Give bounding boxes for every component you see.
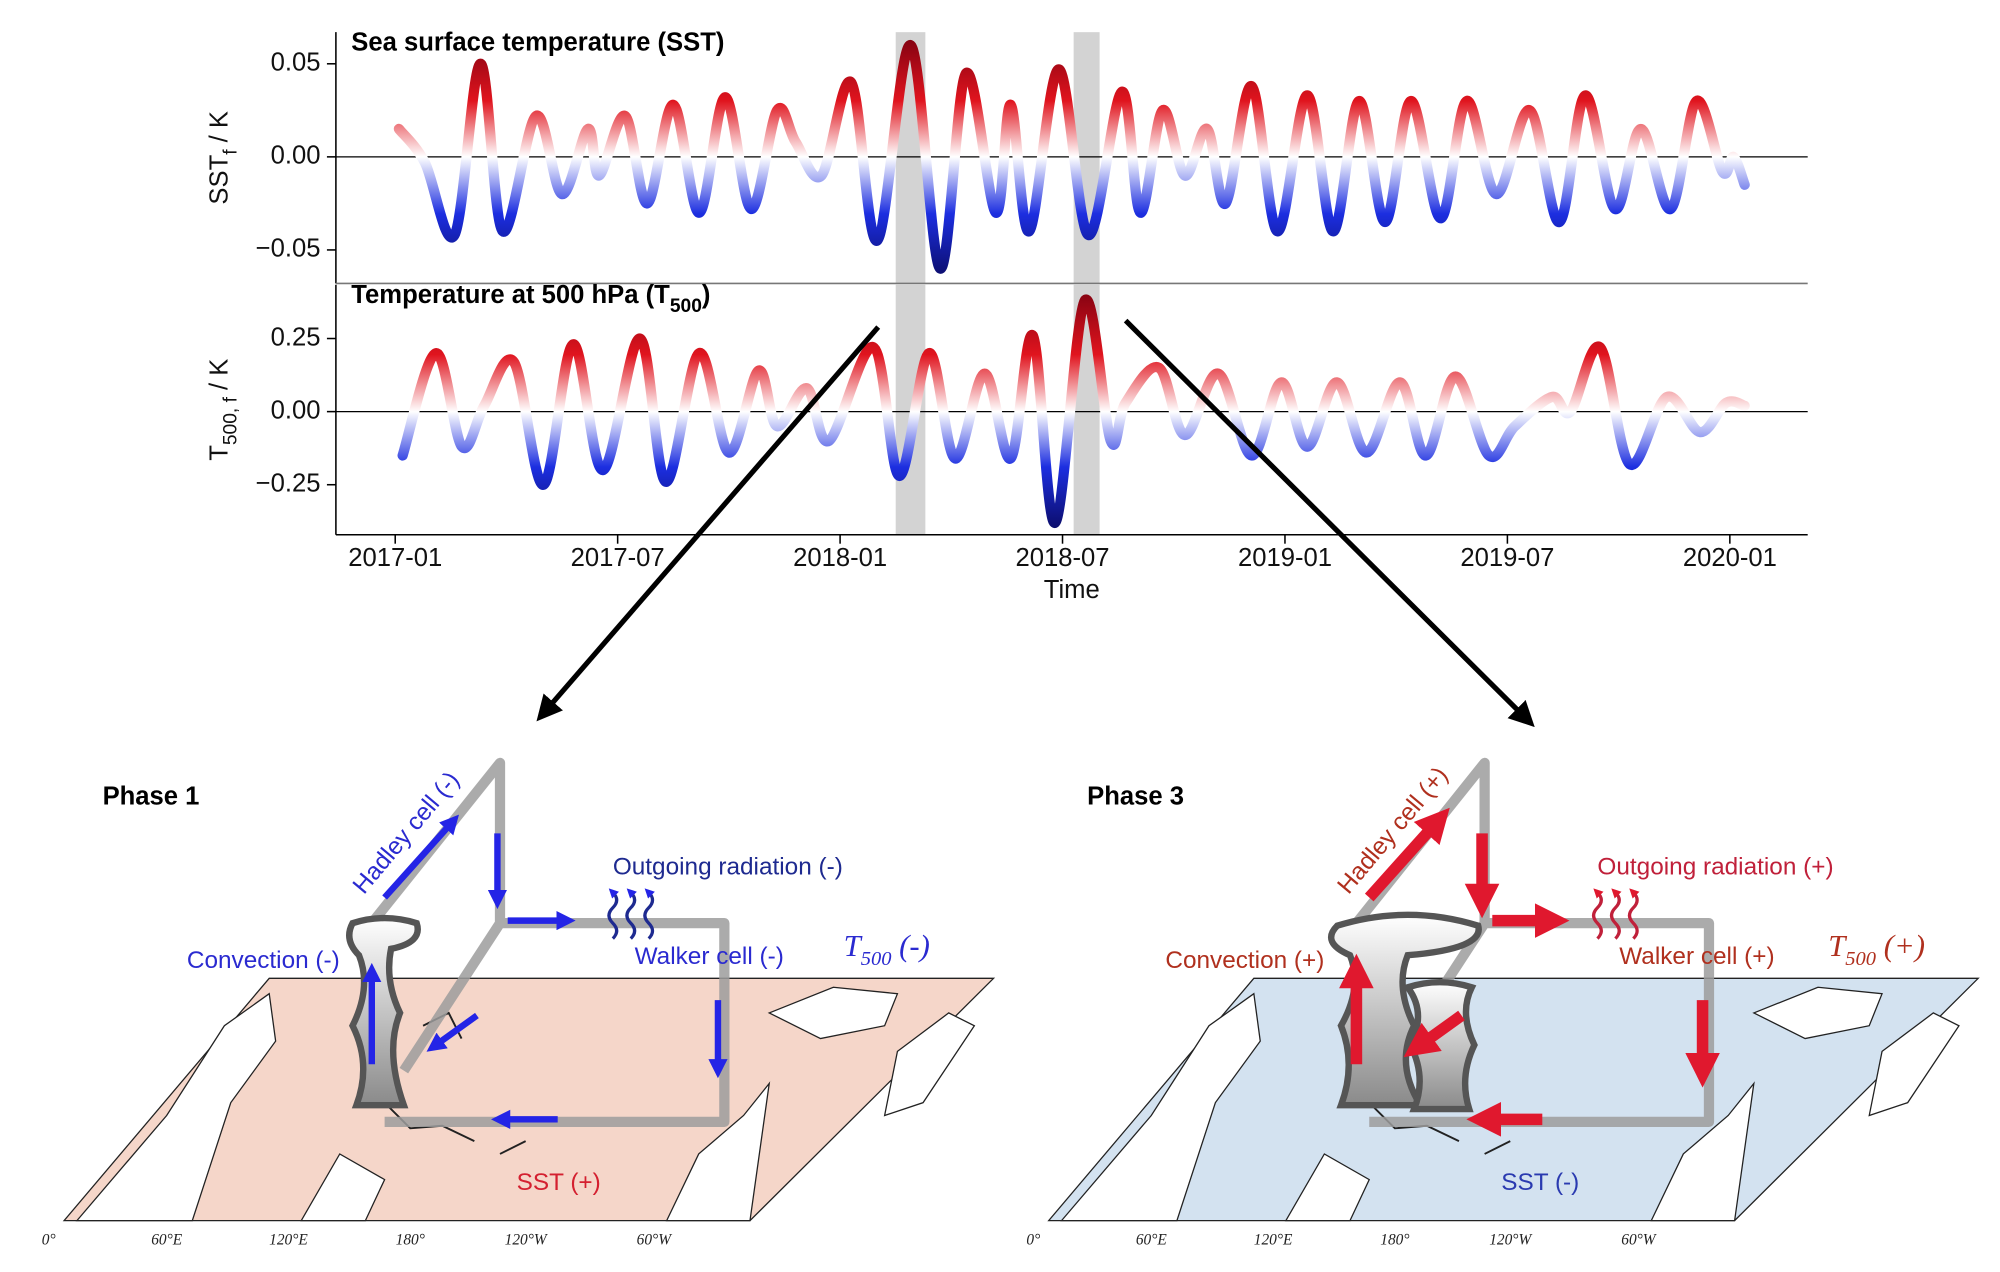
landmass [883, 1012, 976, 1117]
phase-title: Phase 3 [1087, 782, 1184, 810]
flow-arrow [382, 814, 459, 900]
data-line [397, 294, 1750, 528]
t500-label-part: 500 [1845, 948, 1876, 970]
y-tick-label: 0.25 [271, 323, 321, 351]
y-tick-label: 0.00 [271, 396, 321, 424]
y-tick-label: 0.00 [271, 142, 321, 170]
radiation-wave [1627, 888, 1640, 940]
chart-title-part: ) [702, 281, 711, 309]
y-axis-label-part: SST [205, 154, 233, 204]
y-tick-label: 0.05 [271, 49, 321, 77]
convection-label: Convection (+) [1165, 947, 1324, 974]
t500-label-part: (+) [1876, 929, 1925, 963]
longitude-label: 120°E [1254, 1232, 1293, 1249]
y-axis-label: T500, f / K [205, 359, 241, 461]
longitude-label: 60°E [151, 1232, 183, 1249]
landmass [1752, 986, 1883, 1040]
chart-title-part: Temperature at 500 hPa (T [351, 281, 670, 309]
y-axis-label-part: f [220, 149, 241, 155]
radiation-wave [1609, 888, 1622, 940]
landmass [767, 986, 899, 1040]
landmass [665, 1081, 771, 1222]
radiation-wave [643, 888, 655, 940]
x-tick-label: 2019-01 [1238, 544, 1332, 572]
x-axis-label: Time [1044, 576, 1100, 604]
x-tick-label: 2018-07 [1016, 544, 1110, 572]
x-tick-label: 2017-07 [571, 544, 665, 572]
data-line [393, 40, 1750, 274]
longitude-label: 120°W [1489, 1232, 1532, 1249]
landmass [1868, 1012, 1960, 1117]
t500-label-part: T [1828, 929, 1847, 963]
convection-cloud [1402, 979, 1478, 1113]
phase-title: Phase 1 [103, 782, 200, 810]
chart-title: Sea surface temperature (SST) [351, 28, 724, 56]
x-tick-label: 2020-01 [1683, 544, 1777, 572]
flow-arrow [1403, 1010, 1465, 1058]
t500-label: T500 (+) [1828, 929, 1925, 970]
chart-title-part: Sea surface temperature (SST) [351, 28, 724, 56]
sst-label: SST (-) [1501, 1169, 1579, 1196]
longitude-label: 120°W [505, 1232, 548, 1249]
y-axis-label-part: / K [205, 359, 233, 397]
charts: −0.05 0.00 0.05 Sea surface temperature (SS… [205, 28, 1808, 604]
t500-label-part: 500 [861, 948, 892, 970]
radiation-wave [607, 888, 619, 940]
chart-title-part: 500 [670, 296, 702, 317]
longitude-label: 60°W [637, 1232, 673, 1249]
t500-label-part: (-) [891, 929, 929, 963]
t500-label: T500 (-) [844, 929, 930, 970]
chart-panel: −0.25 0.00 0.25 2017-01 2017-07 2018-01 2018-0… [205, 281, 1808, 604]
longitude-label: 120°E [269, 1232, 308, 1249]
longitude-label: 0° [42, 1232, 56, 1249]
radiation-wave [625, 888, 637, 940]
convection-label: Convection (-) [187, 947, 340, 974]
longitude-label: 60°E [1136, 1232, 1168, 1249]
x-tick-label: 2019-07 [1460, 544, 1554, 572]
longitude-label: 0° [1026, 1232, 1040, 1249]
landmass [300, 1153, 386, 1222]
y-axis-label-part: T [205, 445, 233, 461]
walker-label: Walker cell (-) [635, 943, 784, 970]
longitude-label: 180° [396, 1232, 425, 1249]
walker-label: Walker cell (+) [1619, 943, 1774, 970]
t500-label-part: T [844, 929, 863, 963]
y-tick-label: −0.05 [256, 235, 321, 263]
landmass [1284, 1153, 1371, 1222]
sst-label: SST (+) [517, 1169, 601, 1196]
radiation-wave [1591, 888, 1604, 940]
y-axis-label-part: / K [205, 111, 233, 149]
radiation-label: Outgoing radiation (-) [613, 853, 843, 880]
landmass [1650, 1081, 1755, 1222]
landmass [1060, 992, 1261, 1222]
flow-arrow [426, 1012, 479, 1052]
y-tick-label: −0.25 [256, 469, 321, 497]
y-axis-label-part: 500, f [220, 396, 241, 445]
longitude-label: 60°W [1621, 1232, 1657, 1249]
x-tick-label: 2018-01 [793, 544, 887, 572]
x-tick-label: 2017-01 [348, 544, 442, 572]
y-axis-label: SSTf / K [205, 111, 241, 205]
landmass [75, 992, 277, 1222]
flow-arrow [1364, 807, 1450, 902]
chart-title: Temperature at 500 hPa (T500) [351, 281, 710, 317]
pointer-arrow [536, 325, 881, 722]
longitude-label: 180° [1380, 1232, 1409, 1249]
radiation-label: Outgoing radiation (+) [1597, 853, 1833, 880]
chart-panel: −0.05 0.00 0.05 Sea surface temperature (SS… [205, 28, 1808, 285]
pointer-arrow [1123, 318, 1535, 728]
